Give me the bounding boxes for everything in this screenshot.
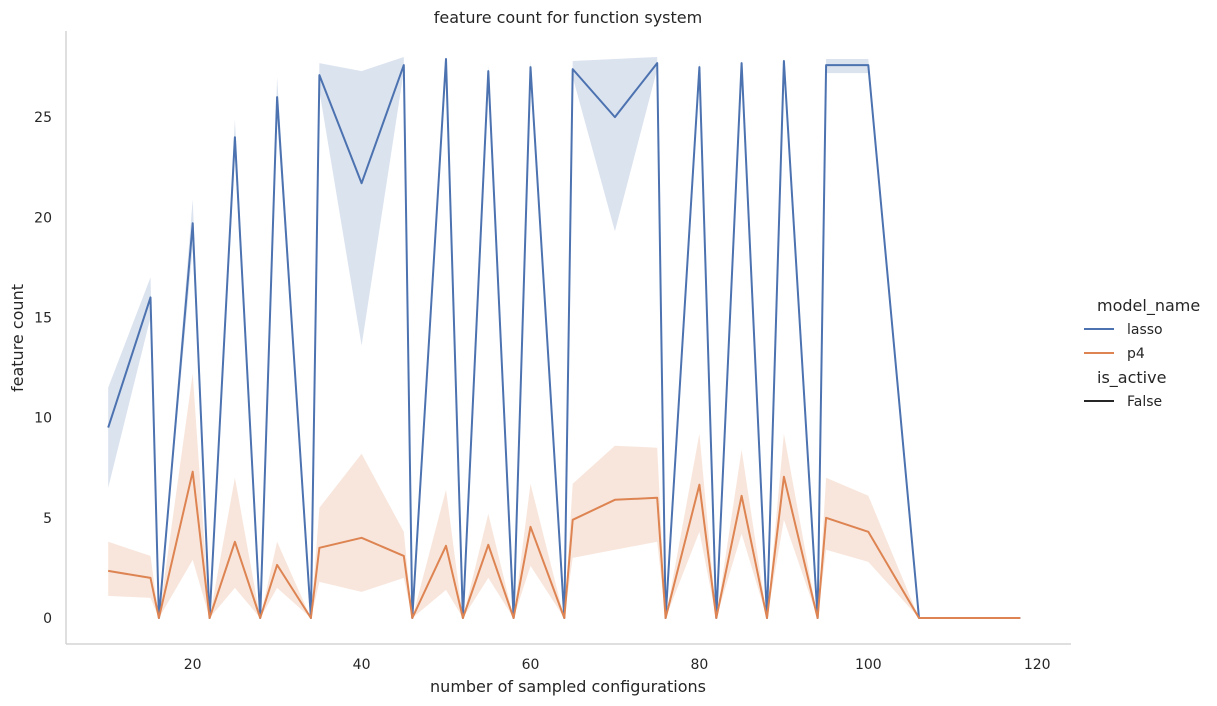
legend-hue-title: model_name: [1097, 296, 1200, 316]
legend-style-label: False: [1127, 394, 1162, 410]
legend-hue-entries: lasso p4: [1084, 322, 1163, 362]
x-tick-label: 20: [184, 657, 202, 673]
confidence-band-p4: [108, 373, 1021, 618]
legend-label-lasso: lasso: [1127, 322, 1163, 338]
legend-style-title: is_active: [1097, 368, 1166, 388]
series-line-lasso: [107, 58, 1021, 619]
series-lines: [107, 58, 1021, 619]
x-tick-label: 40: [353, 657, 371, 673]
y-tick-label: 25: [34, 110, 52, 126]
y-axis-label: feature count: [8, 284, 27, 392]
x-tick-label: 100: [855, 657, 882, 673]
x-tick-label: 80: [690, 657, 708, 673]
series-line-p4: [108, 470, 1021, 619]
x-tick-label: 60: [522, 657, 540, 673]
x-tick-label: 120: [1024, 657, 1051, 673]
y-tick-label: 20: [34, 210, 52, 226]
legend: model_name lasso p4 is_active False: [1084, 296, 1200, 410]
y-tick-label: 15: [34, 310, 52, 326]
chart-title: feature count for function system: [434, 8, 702, 27]
y-tick-labels: 0 5 10 15 20 25: [34, 110, 52, 627]
legend-label-p4: p4: [1127, 346, 1145, 362]
x-axis-label: number of sampled configurations: [430, 677, 706, 696]
y-tick-label: 10: [34, 411, 52, 427]
axes: [65, 31, 1071, 645]
x-tick-labels: 20 40 60 80 100 120: [184, 657, 1051, 673]
y-tick-label: 0: [43, 611, 52, 627]
y-tick-label: 5: [43, 511, 52, 527]
